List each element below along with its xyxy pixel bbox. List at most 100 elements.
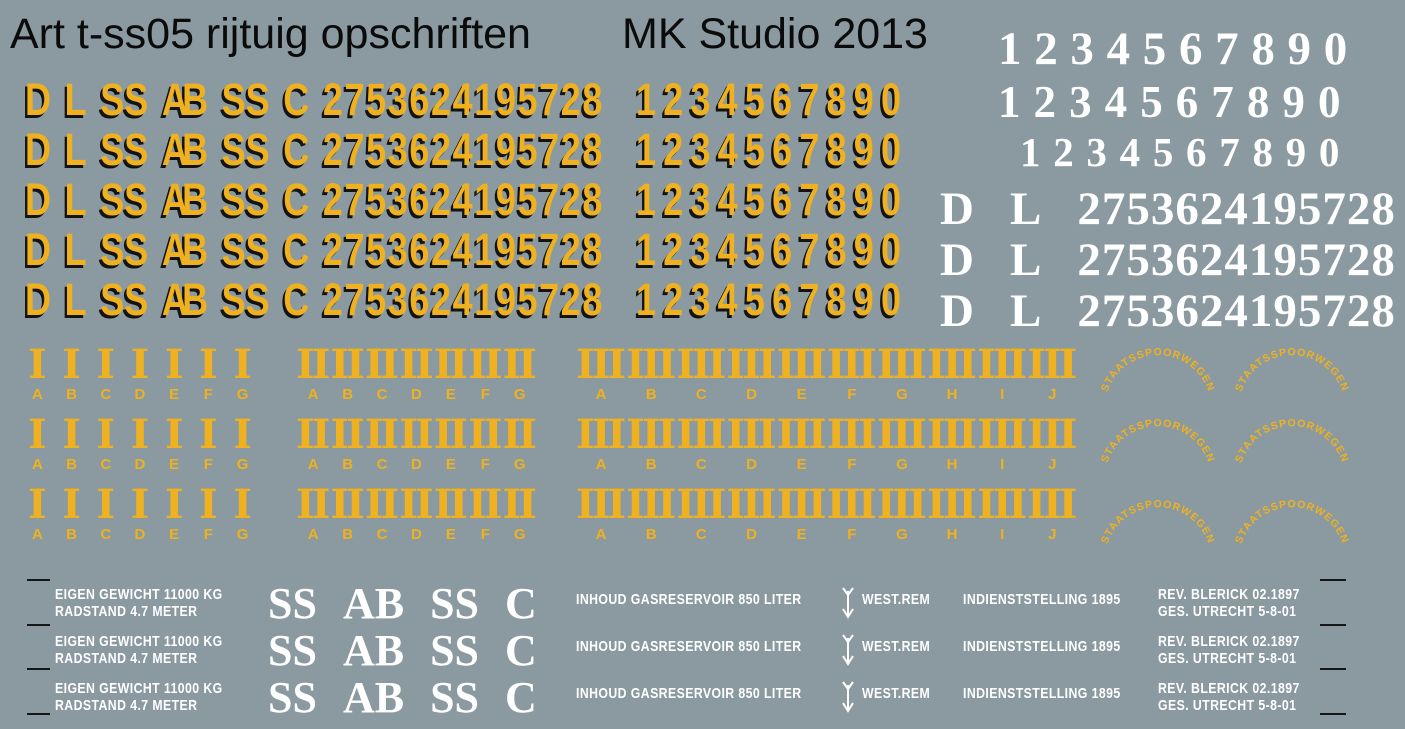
compartment-letter: E bbox=[796, 526, 807, 543]
compartment-letter: B bbox=[645, 456, 657, 473]
inscription-row: EIGEN GEWICHT 11000 KG RADSTAND 4.7 METE… bbox=[0, 626, 1405, 677]
mark-l: L bbox=[64, 124, 87, 175]
class-numeral: II bbox=[296, 411, 330, 458]
weight-block: EIGEN GEWICHT 11000 KG RADSTAND 4.7 METE… bbox=[55, 634, 259, 668]
compartment-letter: G bbox=[896, 526, 908, 543]
compartment-letter: G bbox=[236, 526, 249, 543]
class-column: II G bbox=[502, 481, 537, 544]
mark-ss: SS bbox=[100, 224, 149, 275]
compartment-letter: B bbox=[66, 456, 77, 473]
compartment-letter: F bbox=[847, 386, 857, 403]
class-numeral: I bbox=[96, 411, 115, 458]
class-column: II E bbox=[434, 415, 468, 474]
compartment-letter: D bbox=[746, 456, 757, 473]
compartment-letter: F bbox=[480, 386, 490, 403]
class-numeral: III bbox=[726, 411, 776, 458]
class-numeral: I bbox=[164, 481, 184, 528]
class-numeral: III bbox=[826, 341, 877, 388]
compartment-letter: B bbox=[342, 526, 354, 543]
class-numeral: II bbox=[330, 411, 364, 458]
compartment-letter: E bbox=[169, 526, 180, 543]
class-column: II D bbox=[399, 481, 433, 544]
class-numeral: III bbox=[576, 481, 626, 528]
class-numeral: III bbox=[926, 481, 977, 528]
mark-ab-ligature: AB bbox=[161, 74, 208, 125]
revision-line: REV. BLERICK 02.1897 bbox=[1158, 633, 1300, 650]
class-column: I D bbox=[131, 345, 150, 404]
class-part: SS bbox=[430, 579, 480, 628]
class-column: I G bbox=[233, 485, 252, 544]
wagon-number: 2753624195728 bbox=[1077, 183, 1396, 235]
compartment-letter: E bbox=[445, 526, 456, 543]
class-numeral: I bbox=[199, 411, 218, 458]
weight-line: EIGEN GEWICHT 11000 KG bbox=[55, 586, 223, 603]
class-numeral: I bbox=[199, 341, 218, 388]
compartment-letter: H bbox=[946, 386, 958, 403]
class-column: II A bbox=[296, 345, 330, 404]
service-date-label: INDIENSTSTELLING 1895 bbox=[963, 685, 1121, 702]
cut-mark bbox=[1320, 624, 1346, 626]
class-numeral: III bbox=[776, 341, 827, 388]
mark-d: D bbox=[940, 183, 974, 235]
class-column: I D bbox=[131, 415, 150, 474]
class-numeral: III bbox=[676, 411, 726, 458]
class-column: III A bbox=[576, 481, 626, 544]
compartment-letter: C bbox=[695, 526, 707, 543]
class-numeral: III bbox=[676, 481, 726, 528]
class-column: II D bbox=[399, 415, 433, 474]
compartment-letter: D bbox=[134, 456, 146, 473]
class-column: I G bbox=[233, 415, 252, 474]
mark-ss: SS bbox=[221, 124, 270, 175]
brake-label: WEST.REM bbox=[862, 685, 931, 702]
class-column: III H bbox=[927, 345, 977, 404]
class-column: III G bbox=[876, 411, 927, 474]
compartment-letter: C bbox=[376, 386, 388, 403]
class-column: II G bbox=[503, 415, 537, 474]
staatsspoorwegen-arc: STAATSSPOORWEGEN bbox=[1233, 346, 1350, 393]
sheet-title: Art t-ss05 rijtuig opschriften bbox=[10, 10, 531, 58]
compartment-letter: G bbox=[236, 386, 249, 403]
class-column: I B bbox=[62, 485, 81, 544]
class-column: II B bbox=[330, 485, 364, 544]
class-group-third: III A III B III C III D III E III F III … bbox=[576, 411, 1077, 474]
cut-mark bbox=[27, 668, 50, 670]
class-numeral: III bbox=[926, 411, 977, 458]
class-column: I A bbox=[28, 415, 47, 474]
class-column: III A bbox=[576, 345, 626, 404]
class-numeral: II bbox=[502, 481, 537, 528]
cut-mark bbox=[1320, 579, 1346, 581]
class-column: I F bbox=[199, 341, 218, 404]
class-numeral: III bbox=[826, 481, 877, 528]
compartment-letter: F bbox=[203, 526, 213, 543]
brake-label: WEST.REM bbox=[862, 591, 931, 608]
compartment-letter: F bbox=[847, 526, 857, 543]
compartment-letter: A bbox=[31, 456, 43, 473]
wheelbase-line: RADSTAND 4.7 METER bbox=[55, 603, 198, 620]
mark-c: C bbox=[283, 274, 310, 325]
white-digits-row: 1234567890 bbox=[998, 77, 1354, 127]
class-column: III E bbox=[776, 341, 827, 404]
class-numeral: II bbox=[330, 341, 364, 388]
cut-mark bbox=[27, 713, 50, 715]
compartment-letter: C bbox=[100, 386, 112, 403]
class-column: III D bbox=[726, 411, 776, 474]
class-numeral: I bbox=[96, 481, 115, 528]
class-part: SS bbox=[268, 579, 317, 628]
mark-d: D bbox=[25, 74, 51, 125]
compartment-letter: G bbox=[513, 456, 526, 473]
compartment-letter: G bbox=[236, 456, 249, 473]
class-numeral: II bbox=[399, 481, 433, 528]
class-numeral: III bbox=[876, 411, 927, 458]
class-numeral: III bbox=[977, 481, 1027, 528]
class-column: II D bbox=[399, 345, 433, 404]
class-numeral: I bbox=[233, 341, 252, 388]
class-column: I B bbox=[62, 415, 81, 474]
westinghouse-brake-arrow-icon bbox=[842, 634, 854, 666]
class-numeral: I bbox=[199, 481, 218, 528]
staatsspoorwegen-arc: STAATSSPOORWEGEN bbox=[1233, 417, 1350, 464]
compartment-letter: D bbox=[134, 526, 146, 543]
compartment-letter: B bbox=[342, 456, 354, 473]
westinghouse-brake-arrow-icon bbox=[842, 587, 854, 619]
class-group-second: II A II B II C II D II E II F II G bbox=[296, 411, 537, 474]
mark-c: C bbox=[283, 124, 310, 175]
